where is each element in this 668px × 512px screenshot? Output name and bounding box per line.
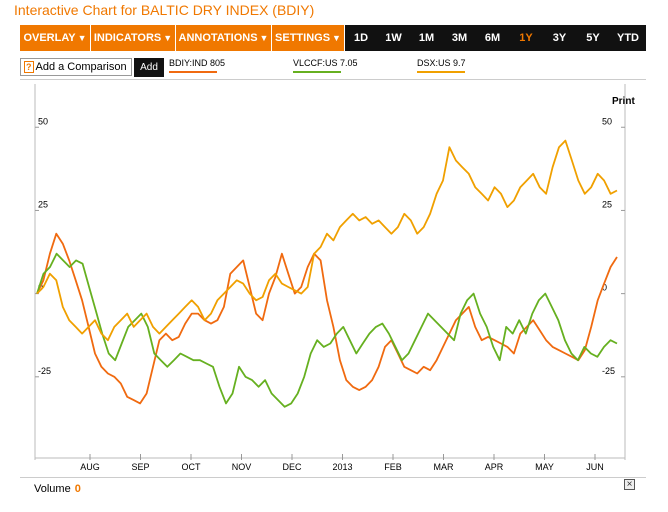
y-tick-label-right: 0: [602, 283, 607, 293]
caret-down-icon: ▼: [259, 33, 269, 43]
x-tick-label: MAY: [535, 462, 554, 472]
series-line-bdiy: [36, 232, 618, 405]
legend-label-vlccf: VLCCF:US 7.05: [293, 58, 358, 68]
close-volume-button[interactable]: ×: [624, 479, 635, 490]
x-axis-ticks: AUG SEP OCT NOV DEC 2013 FEB MAR APR MAY JUN: [80, 454, 604, 472]
add-comparison-button[interactable]: Add: [134, 58, 164, 77]
add-comparison-input[interactable]: ? Add a Comparison: [20, 58, 132, 76]
caret-down-icon: ▼: [77, 33, 87, 43]
x-tick-label: APR: [485, 462, 504, 472]
x-tick-label: OCT: [182, 462, 202, 472]
x-tick-label: MAR: [434, 462, 455, 472]
range-button-ytd[interactable]: YTD: [610, 25, 646, 51]
series-lines: [36, 139, 618, 408]
y-tick-label-left: 25: [38, 199, 48, 209]
legend-item-vlccf[interactable]: VLCCF:US 7.05: [293, 58, 358, 73]
y-tick-label-left: 50: [38, 116, 48, 126]
overlay-menu-label: OVERLAY: [23, 32, 76, 44]
overlay-menu[interactable]: OVERLAY ▼: [20, 25, 91, 51]
y-tick-label-right: -25: [602, 366, 615, 376]
x-tick-label: DEC: [282, 462, 302, 472]
settings-menu-label: SETTINGS: [275, 32, 331, 44]
x-tick-label: 2013: [332, 462, 352, 472]
range-button-1y[interactable]: 1Y: [509, 25, 543, 51]
volume-label: Volume: [34, 483, 71, 495]
range-button-6m[interactable]: 6M: [476, 25, 509, 51]
chart-area[interactable]: Print 50 50 25 25 0 0 -25 -25 AUG SEP OCT NOV DEC 20…: [20, 79, 646, 478]
x-tick-label: AUG: [80, 462, 100, 472]
y-tick-label-right: 50: [602, 116, 612, 126]
range-button-1d[interactable]: 1D: [345, 25, 377, 51]
legend-label-bdiy: BDIY:IND 805: [169, 58, 226, 68]
y-tick-label-left: -25: [38, 366, 51, 376]
legend-swatch-bdiy: [169, 71, 217, 73]
series-line-vlccf: [36, 252, 618, 408]
range-button-1w[interactable]: 1W: [377, 25, 410, 51]
x-tick-label: JUN: [586, 462, 604, 472]
print-link[interactable]: Print: [612, 96, 635, 107]
range-button-3y[interactable]: 3Y: [543, 25, 576, 51]
legend-item-bdiy[interactable]: BDIY:IND 805: [169, 58, 226, 73]
range-button-5y[interactable]: 5Y: [576, 25, 610, 51]
settings-menu[interactable]: SETTINGS ▼: [272, 25, 345, 51]
chart-toolbar: OVERLAY ▼ INDICATORS ▼ ANNOTATIONS ▼ SETTIN…: [20, 25, 646, 51]
x-tick-label: FEB: [384, 462, 402, 472]
indicators-menu[interactable]: INDICATORS ▼: [91, 25, 176, 51]
add-comparison-placeholder: Add a Comparison: [35, 61, 127, 73]
volume-panel: Volume 0: [34, 483, 81, 495]
annotations-menu-label: ANNOTATIONS: [178, 32, 258, 44]
y-tick-label-right: 25: [602, 199, 612, 209]
page-title: Interactive Chart for BALTIC DRY INDEX (…: [14, 2, 315, 18]
volume-value: 0: [74, 483, 81, 495]
indicators-menu-label: INDICATORS: [93, 32, 162, 44]
legend-swatch-dsx: [417, 71, 465, 73]
annotations-menu[interactable]: ANNOTATIONS ▼: [176, 25, 272, 51]
x-tick-label: SEP: [131, 462, 149, 472]
range-button-3m[interactable]: 3M: [443, 25, 476, 51]
help-icon: ?: [24, 61, 34, 73]
caret-down-icon: ▼: [332, 33, 341, 43]
caret-down-icon: ▼: [163, 33, 173, 43]
series-line-dsx: [36, 139, 618, 342]
legend-swatch-vlccf: [293, 71, 341, 73]
x-tick-label: NOV: [232, 462, 252, 472]
legend-item-dsx[interactable]: DSX:US 9.7: [417, 58, 466, 73]
range-button-1m[interactable]: 1M: [410, 25, 443, 51]
legend-label-dsx: DSX:US 9.7: [417, 58, 466, 68]
